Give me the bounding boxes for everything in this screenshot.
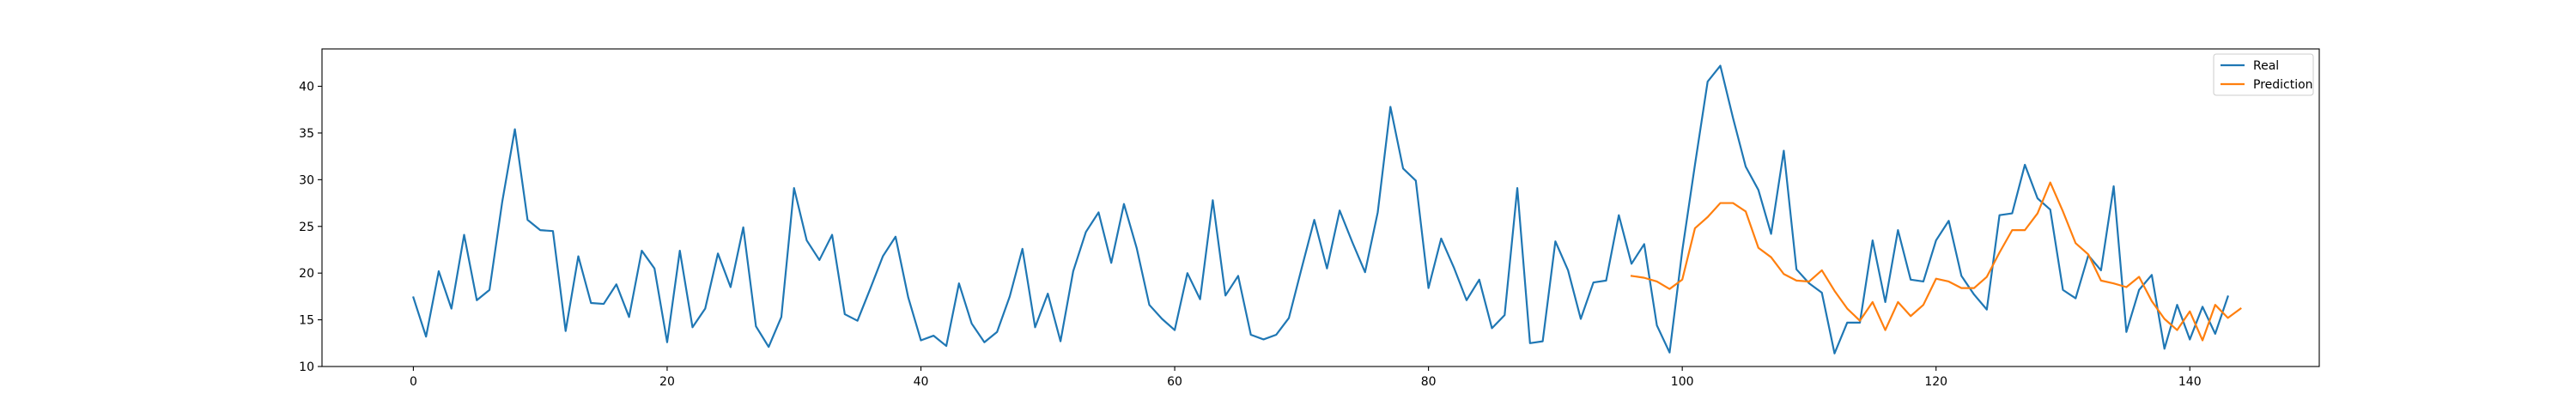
- series-line-prediction: [1630, 181, 2242, 342]
- series-line-real: [412, 64, 2229, 354]
- y-tick-label: 15: [299, 314, 314, 328]
- plot-area: [322, 49, 2319, 367]
- y-tick-label: 25: [299, 221, 314, 234]
- legend-label-real: Real: [2253, 59, 2279, 73]
- legend-label-prediction: Prediction: [2253, 78, 2313, 92]
- y-tick-label: 10: [299, 360, 314, 374]
- legend: Real Prediction: [2213, 53, 2314, 96]
- axes-frame: [321, 48, 2320, 367]
- x-tick-label: 100: [1671, 375, 1694, 389]
- x-tick-label: 40: [914, 375, 929, 389]
- y-tick-label: 40: [299, 81, 314, 94]
- x-tick-label: 120: [1924, 375, 1947, 389]
- y-tick-label: 30: [299, 173, 314, 187]
- x-tick-label: 140: [2178, 375, 2202, 389]
- axes-layer: 0 20 40 60 80 100 120 140 10 15 20 25 30 35 40: [299, 48, 2320, 389]
- x-tick-label: 60: [1167, 375, 1182, 389]
- plot-background: [322, 49, 2319, 367]
- y-tick-label: 20: [299, 267, 314, 281]
- x-tick-label: 80: [1421, 375, 1437, 389]
- y-tick-label: 35: [299, 127, 314, 141]
- x-tick-label: 0: [410, 375, 417, 389]
- series-layer: [412, 64, 2242, 354]
- x-tick-label: 20: [659, 375, 675, 389]
